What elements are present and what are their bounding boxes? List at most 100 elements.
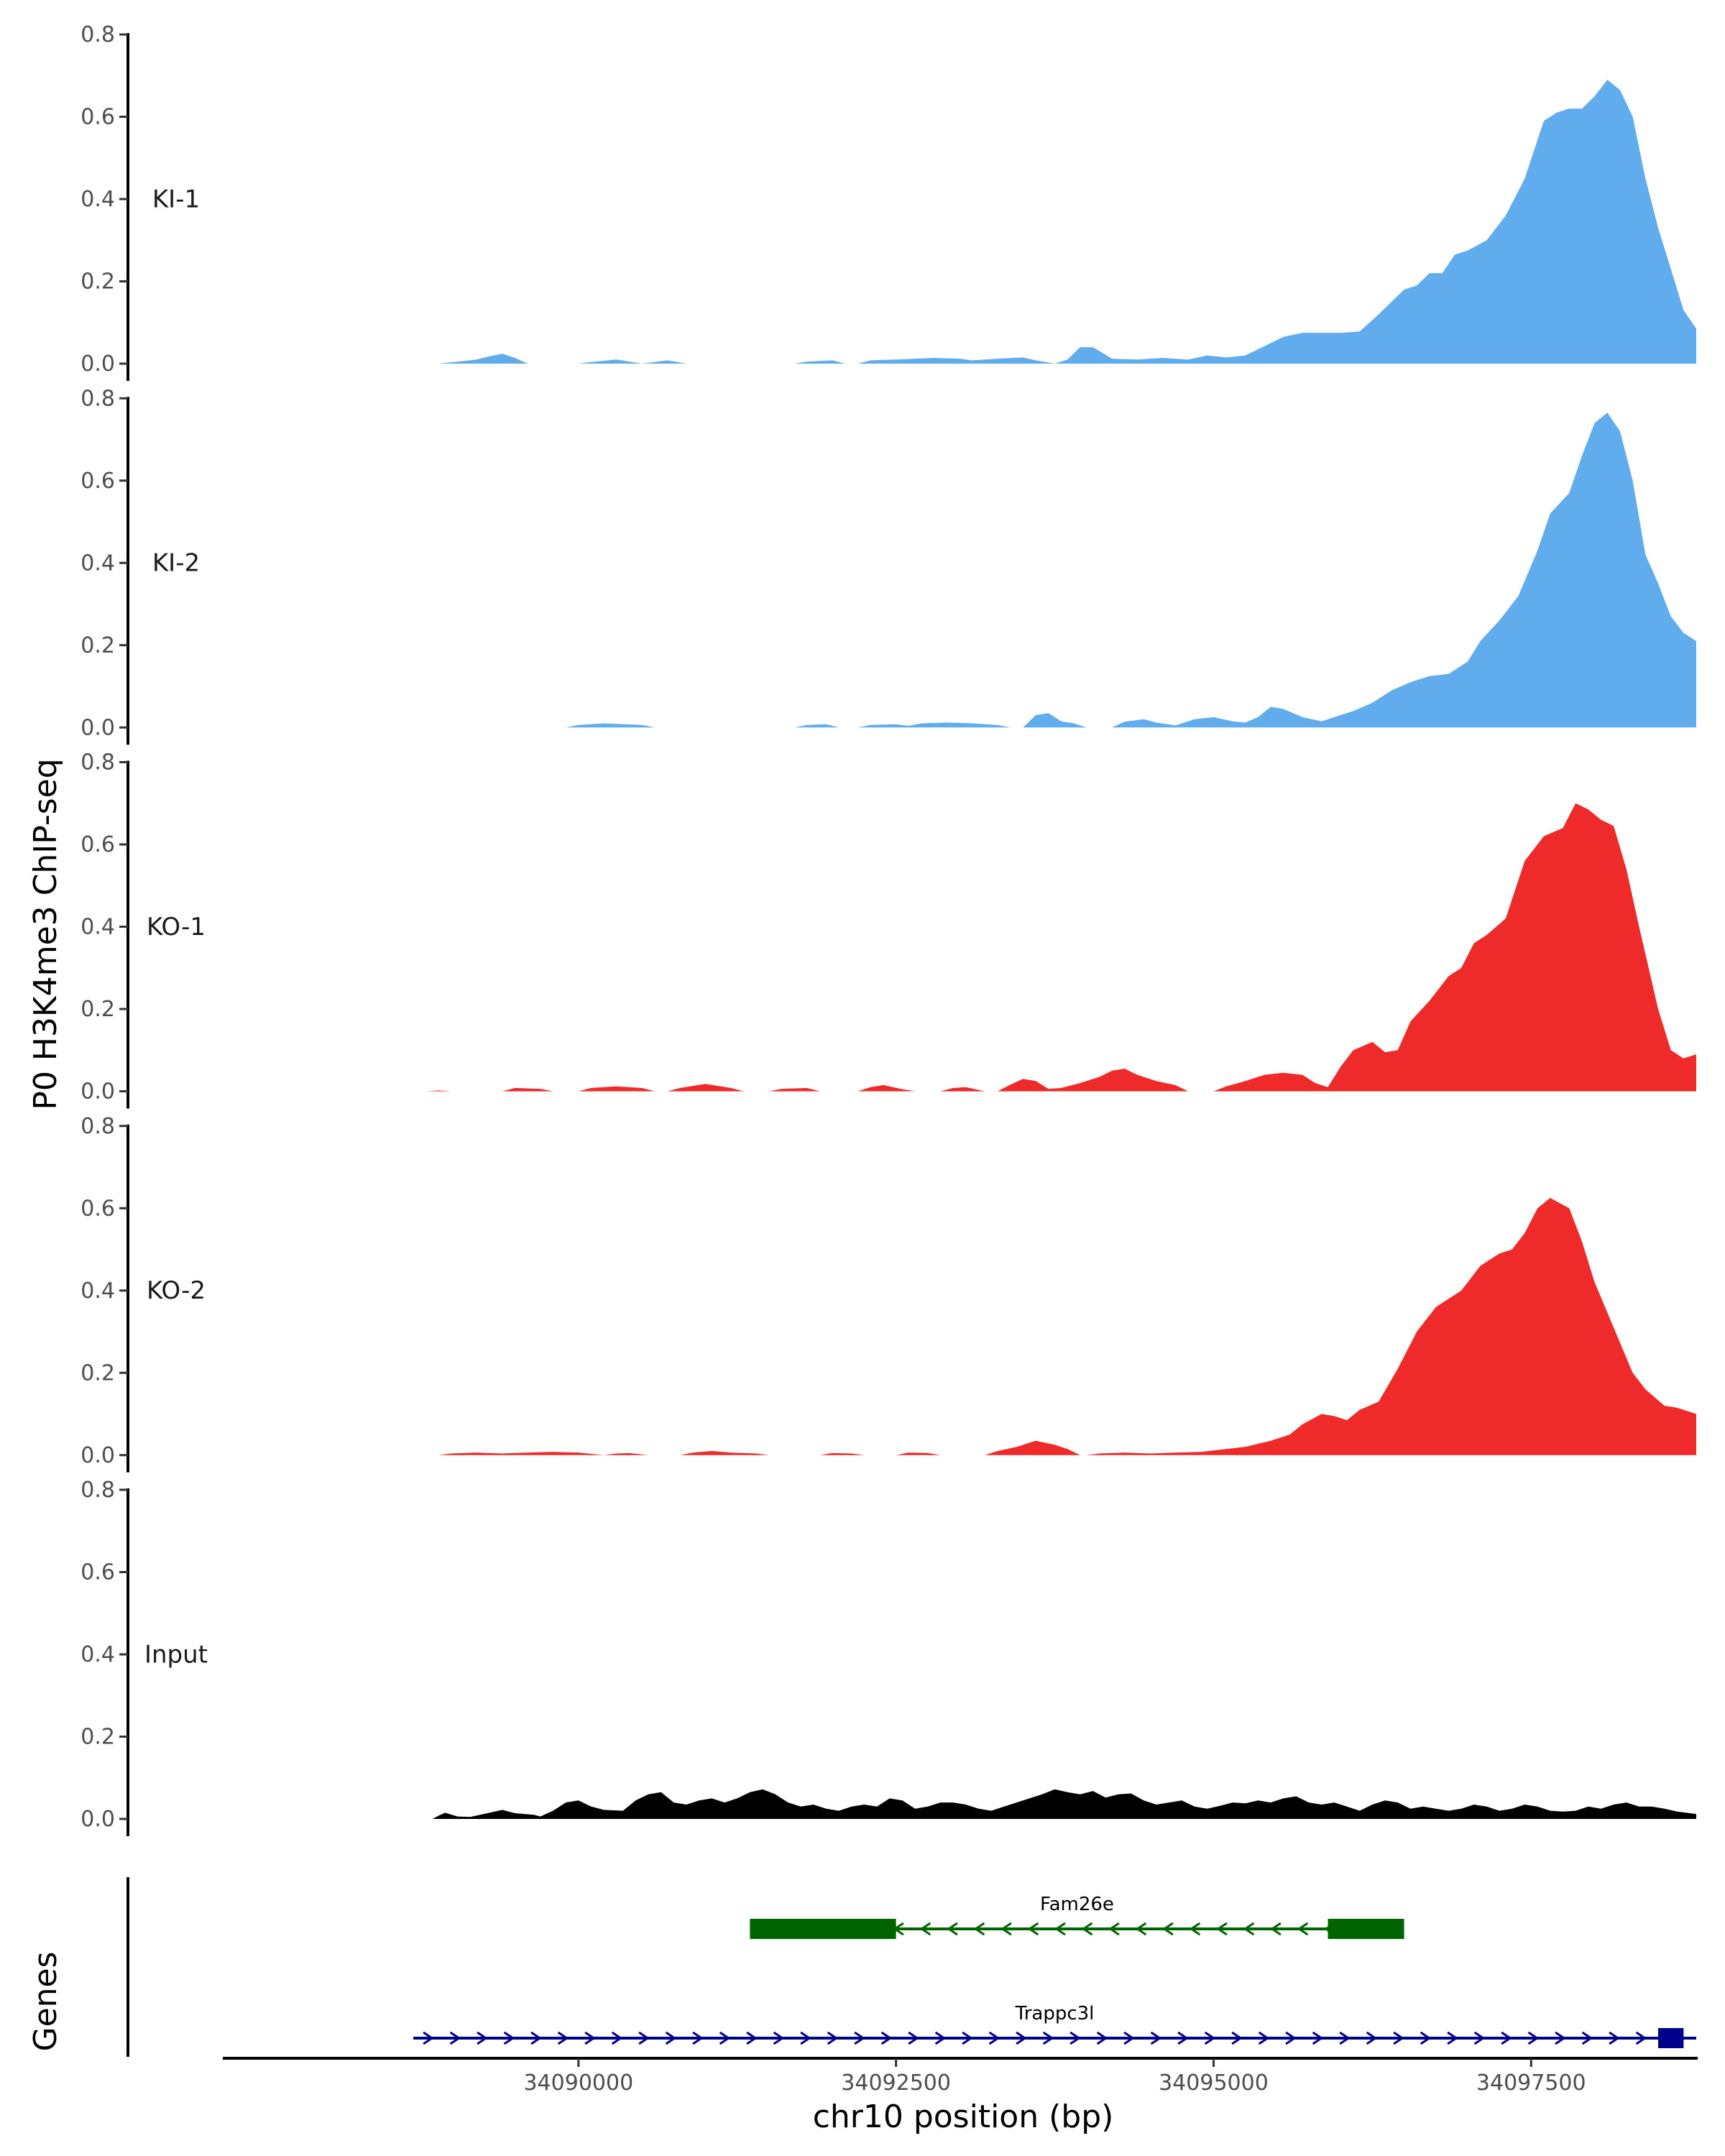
coverage-area [426,803,1696,1092]
strand-arrow [1635,2031,1647,2045]
x-tick-label: 34092500 [841,2070,951,2096]
y-tick-label: 0.2 [80,1725,115,1750]
track-panel: 0.0 0.2 0.4 0.6 0.8 Input [80,1478,1696,1836]
strand-arrow [611,2031,623,2045]
track-label: KI-1 [152,185,200,213]
y-tick-label: 0.4 [80,550,115,576]
strand-arrow [477,2031,488,2045]
y-tick-label: 0.4 [80,187,115,212]
strand-arrow [1189,1922,1201,1936]
strand-arrow [919,1922,932,1936]
strand-arrow [827,2031,839,2045]
strand-arrow [1366,2031,1378,2045]
strand-arrow [1473,2031,1486,2045]
strand-arrow [854,2031,865,2045]
strand-arrow [1297,1922,1309,1936]
strand-arrow [947,1922,958,1936]
strand-arrow [530,2031,542,2045]
track-panel: 0.0 0.2 0.4 0.6 0.8 KI-2 [80,386,1697,745]
strand-arrow [449,2031,461,2045]
y-tick-label: 0.8 [80,1478,115,1503]
strand-arrow [1581,2031,1593,2045]
strand-arrow [988,2031,1000,2045]
y-tick-label: 0.0 [80,1079,115,1105]
y-tick-label: 0.2 [80,1360,115,1386]
strand-arrow [1042,2031,1054,2045]
strand-arrow [773,2031,785,2045]
track-label: KI-2 [152,549,200,578]
y-tick-label: 0.2 [80,997,115,1022]
strand-arrow [1054,1922,1066,1936]
coverage-area [438,80,1696,364]
strand-arrow [1555,2031,1566,2045]
strand-arrow [503,2031,515,2045]
track-label: Input [144,1640,208,1669]
strand-arrow [746,2031,758,2045]
track-panel: 0.0 0.2 0.4 0.6 0.8 KO-2 [80,1114,1696,1473]
strand-arrow [638,2031,650,2045]
y-tick-label: 0.4 [80,1642,115,1667]
strand-arrow [962,2031,973,2045]
y-tick-label: 0.2 [80,270,115,295]
gene-exon [1328,1919,1404,1939]
strand-arrow [557,2031,569,2045]
y-tick-label: 0.8 [80,750,115,775]
y-tick-label: 0.8 [80,1114,115,1139]
strand-arrow [1096,2031,1108,2045]
strand-arrow [1081,1922,1093,1936]
y-tick-label: 0.0 [80,351,115,377]
strand-arrow [1150,2031,1162,2045]
strand-arrow [1285,2031,1297,2045]
strand-arrow [1231,2031,1243,2045]
gene-model: Trappc3l [413,2003,1696,2048]
y-tick-label: 0.6 [80,469,115,494]
y-tick-label: 0.0 [80,715,115,740]
track-panel: 0.0 0.2 0.4 0.6 0.8 KI-1 [80,22,1696,381]
strand-arrow [1339,2031,1351,2045]
strand-arrow [880,2031,893,2045]
y-tick-label: 0.4 [80,1279,115,1304]
strand-arrow [1216,1922,1228,1936]
strand-arrow [1016,2031,1027,2045]
track-label: KO-2 [147,1276,206,1305]
y-tick-label: 0.8 [80,22,115,47]
strand-arrow [1243,1922,1255,1936]
strand-arrow [1108,1922,1120,1936]
y-tick-label: 0.6 [80,1560,115,1585]
x-tick-label: 34090000 [523,2070,633,2096]
strand-arrow [692,2031,704,2045]
strand-arrow [1123,2031,1135,2045]
y-tick-label: 0.0 [80,1443,115,1468]
strand-arrow [1070,2031,1081,2045]
strand-arrow [423,2031,434,2045]
x-axis-title: chr10 position (bp) [813,2099,1114,2135]
gene-name-label: Fam26e [1040,1894,1114,1915]
y-tick-label: 0.4 [80,915,115,940]
gene-model: Fam26e [750,1894,1404,1939]
strand-arrow [665,2031,677,2045]
gene-panel: Fam26e Trappc3l [126,1877,1696,2057]
strand-arrow [1527,2031,1540,2045]
strand-arrow [1609,2031,1620,2045]
strand-arrow [1027,1922,1039,1936]
strand-arrow [908,2031,919,2045]
y-axis-title: P0 H3K4me3 ChIP-seq [27,758,64,1110]
strand-arrow [1393,2031,1404,2045]
y-tick-label: 0.2 [80,633,115,658]
coverage-area [438,1197,1696,1455]
strand-arrow [1501,2031,1512,2045]
strand-arrow [934,2031,947,2045]
strand-arrow [1270,1922,1282,1936]
gene-exon [750,1919,896,1939]
gene-name-label: Trappc3l [1015,2003,1095,2024]
gene-panel-title: Genes [27,1951,64,2051]
strand-arrow [1204,2031,1216,2045]
strand-arrow [1312,2031,1324,2045]
strand-arrow [973,1922,985,1936]
y-tick-label: 0.8 [80,386,115,411]
track-label: KO-1 [147,913,206,941]
y-tick-label: 0.6 [80,105,115,130]
strand-arrow [719,2031,731,2045]
strand-arrow [1135,1922,1147,1936]
